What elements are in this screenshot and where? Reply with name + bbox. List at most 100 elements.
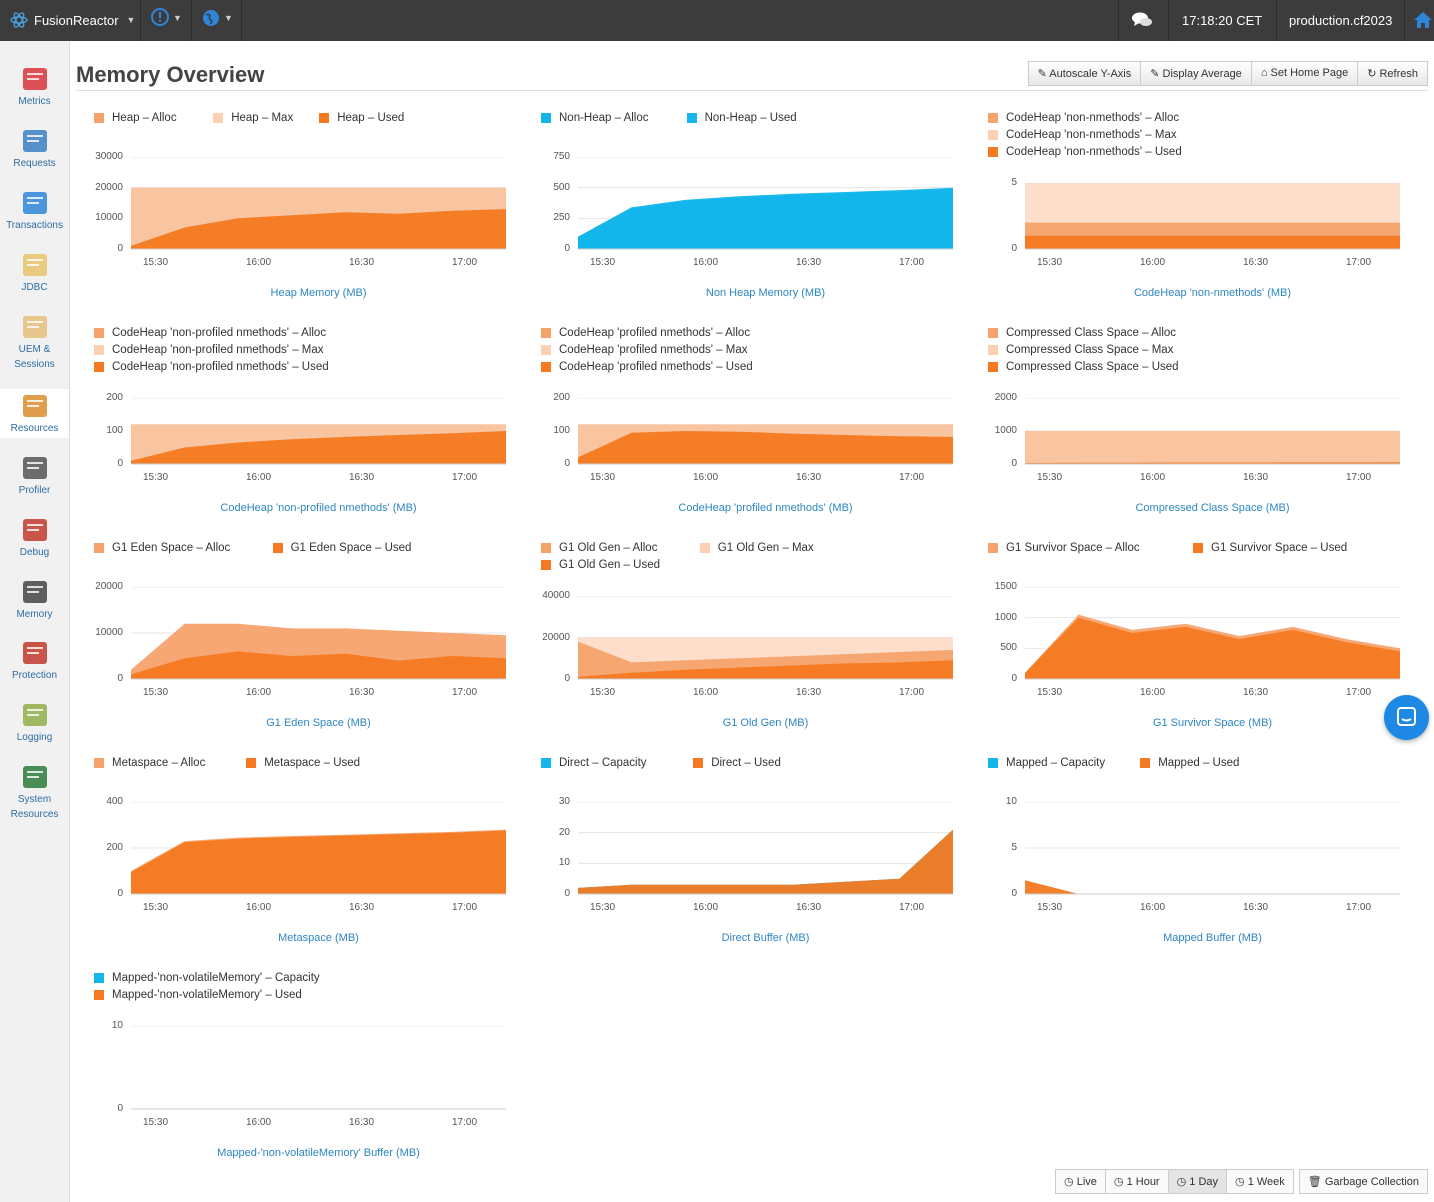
legend-item[interactable]: Non-Heap – Used — [686, 112, 797, 124]
x-tick-label: 16:30 — [1243, 472, 1269, 483]
chart-title[interactable]: Metaspace (MB) — [278, 932, 359, 944]
autoscale-button[interactable]: ✎ Autoscale Y-Axis — [1027, 61, 1142, 86]
sidebar-item-debug[interactable]: Debug — [0, 513, 69, 562]
legend-item[interactable]: G1 Old Gen – Alloc — [541, 542, 657, 554]
chart-title[interactable]: Direct Buffer (MB) — [721, 932, 810, 944]
alerts-menu[interactable]: ▼ — [150, 8, 182, 28]
legend-swatch — [541, 362, 551, 372]
chart-plot-area — [1025, 183, 1400, 250]
legend-item[interactable]: Mapped – Capacity — [988, 757, 1105, 769]
one-week-button[interactable]: ◷ 1 Week — [1226, 1169, 1294, 1194]
legend-item[interactable]: Heap – Max — [213, 112, 293, 124]
legend-label: Mapped – Capacity — [1006, 757, 1106, 769]
sidebar-item-requests[interactable]: Requests — [0, 124, 69, 173]
sidebar-item-resources[interactable]: Resources — [0, 389, 69, 438]
sidebar-item-system[interactable]: System Resources — [0, 760, 69, 824]
sidebar-item-uem[interactable]: UEM & Sessions — [0, 310, 69, 374]
chart-title[interactable]: Mapped Buffer (MB) — [1163, 932, 1262, 944]
legend-item[interactable]: Direct – Used — [693, 757, 781, 769]
legend-item[interactable]: Compressed Class Space – Alloc — [988, 327, 1176, 339]
chart-plot-area — [1025, 398, 1400, 465]
refresh-button[interactable]: ↻ Refresh — [1357, 61, 1428, 86]
legend-item[interactable]: CodeHeap 'non-nmethods' – Max — [988, 129, 1177, 141]
legend-item[interactable]: G1 Eden Space – Alloc — [94, 542, 230, 554]
chart-title[interactable]: Heap Memory (MB) — [270, 287, 367, 299]
legend-label: CodeHeap 'profiled nmethods' – Used — [559, 361, 753, 373]
legend-swatch — [988, 130, 998, 140]
y-tick-label: 0 — [117, 458, 123, 469]
chat-button[interactable] — [1131, 11, 1153, 34]
y-tick-label: 0 — [117, 1103, 123, 1114]
display-average-button[interactable]: ✎ Display Average — [1140, 61, 1252, 86]
chart-title[interactable]: Mapped-'non-volatileMemory' Buffer (MB) — [217, 1147, 420, 1159]
y-tick-label: 30 — [558, 796, 570, 807]
series-area — [578, 431, 953, 464]
legend-item[interactable]: CodeHeap 'non-profiled nmethods' – Max — [94, 344, 324, 356]
legend-item[interactable]: Metaspace – Used — [246, 757, 360, 769]
y-tick-label: 0 — [1011, 673, 1017, 684]
legend-item[interactable]: CodeHeap 'non-profiled nmethods' – Used — [94, 361, 329, 373]
legend-item[interactable]: Compressed Class Space – Used — [988, 361, 1179, 373]
legend-swatch — [541, 543, 551, 553]
legend-item[interactable]: G1 Old Gen – Used — [541, 559, 660, 571]
legend-item[interactable]: CodeHeap 'non-nmethods' – Alloc — [988, 112, 1179, 124]
sidebar-item-jdbc[interactable]: JDBC — [0, 248, 69, 297]
legend-item[interactable]: Metaspace – Alloc — [94, 757, 205, 769]
globe-menu[interactable]: ▼ — [201, 8, 233, 28]
legend-item[interactable]: CodeHeap 'profiled nmethods' – Used — [541, 361, 753, 373]
instance-name[interactable]: production.cf2023 — [1289, 13, 1393, 28]
one-day-button[interactable]: ◷ 1 Day — [1167, 1169, 1228, 1194]
x-tick-label: 15:30 — [1037, 902, 1063, 913]
legend-item[interactable]: G1 Eden Space – Used — [272, 542, 411, 554]
legend-item[interactable]: G1 Old Gen – Max — [699, 542, 814, 554]
legend-item[interactable]: Direct – Capacity — [541, 757, 647, 769]
legend-item[interactable]: Mapped – Used — [1140, 757, 1239, 769]
legend-swatch — [319, 113, 330, 123]
legend-item[interactable]: CodeHeap 'profiled nmethods' – Alloc — [541, 327, 750, 339]
x-tick-label: 17:00 — [452, 257, 478, 268]
legend-label: G1 Old Gen – Max — [717, 542, 814, 554]
y-tick-label: 500 — [1000, 642, 1017, 654]
legend-item[interactable]: CodeHeap 'non-profiled nmethods' – Alloc — [94, 327, 326, 339]
legend-item[interactable]: G1 Survivor Space – Alloc — [988, 542, 1140, 554]
live-button[interactable]: ◷ Live — [1055, 1169, 1106, 1194]
chart-title[interactable]: G1 Survivor Space (MB) — [1152, 717, 1273, 729]
legend-item[interactable]: Mapped-'non-volatileMemory' – Used — [94, 989, 302, 1001]
chart-title[interactable]: CodeHeap 'non-nmethods' (MB) — [1133, 287, 1292, 299]
sidebar-item-metrics[interactable]: Metrics — [0, 62, 69, 111]
brand-menu[interactable]: FusionReactor ▼ — [10, 11, 135, 29]
x-tick-label: 15:30 — [1037, 472, 1063, 483]
legend-label: Mapped-'non-volatileMemory' – Used — [112, 989, 302, 1001]
set-home-button[interactable]: ⌂ Set Home Page — [1250, 61, 1359, 86]
support-chat-button[interactable] — [1384, 695, 1429, 740]
sidebar-item-logging[interactable]: Logging — [0, 698, 69, 747]
metrics-chart-icon — [22, 68, 47, 90]
sidebar-item-transactions[interactable]: Transactions — [0, 186, 69, 235]
chart-title[interactable]: CodeHeap 'profiled nmethods' (MB) — [678, 502, 853, 514]
sidebar-item-profiler[interactable]: Profiler — [0, 451, 69, 500]
x-tick-label: 17:00 — [1346, 472, 1372, 483]
home-button[interactable] — [1412, 10, 1434, 35]
legend-label: CodeHeap 'non-nmethods' – Used — [1006, 146, 1182, 158]
legend-item[interactable]: Mapped-'non-volatileMemory' – Capacity — [94, 972, 320, 984]
y-tick-label: 2000 — [994, 392, 1017, 403]
chart-title[interactable]: Non Heap Memory (MB) — [705, 287, 826, 299]
chart-title[interactable]: Compressed Class Space (MB) — [1135, 502, 1290, 514]
legend-item[interactable]: Compressed Class Space – Max — [988, 344, 1173, 356]
legend-item[interactable]: G1 Survivor Space – Used — [1193, 542, 1347, 554]
y-tick-label: 400 — [106, 796, 123, 807]
sidebar-item-memory[interactable]: Memory — [0, 575, 69, 624]
one-hour-button[interactable]: ◷ 1 Hour — [1104, 1169, 1169, 1194]
chart-title[interactable]: CodeHeap 'non-profiled nmethods' (MB) — [220, 502, 417, 514]
garbage-collection-button[interactable]: 🗑 Garbage Collection — [1298, 1169, 1428, 1194]
legend-item[interactable]: Non-Heap – Alloc — [541, 112, 649, 124]
legend-item[interactable]: CodeHeap 'profiled nmethods' – Max — [541, 344, 748, 356]
legend-item[interactable]: Heap – Used — [319, 112, 404, 124]
legend-item[interactable]: Heap – Alloc — [94, 112, 177, 124]
chart-title[interactable]: G1 Old Gen (MB) — [722, 717, 809, 729]
memory-chart: CodeHeap 'profiled nmethods' – Alloc Code… — [523, 323, 963, 528]
memory-chart: G1 Survivor Space – Alloc G1 Survivor Spa… — [970, 538, 1410, 743]
sidebar-item-protection[interactable]: Protection — [0, 636, 69, 685]
legend-item[interactable]: CodeHeap 'non-nmethods' – Used — [988, 146, 1182, 158]
chart-title[interactable]: G1 Eden Space (MB) — [266, 717, 371, 729]
